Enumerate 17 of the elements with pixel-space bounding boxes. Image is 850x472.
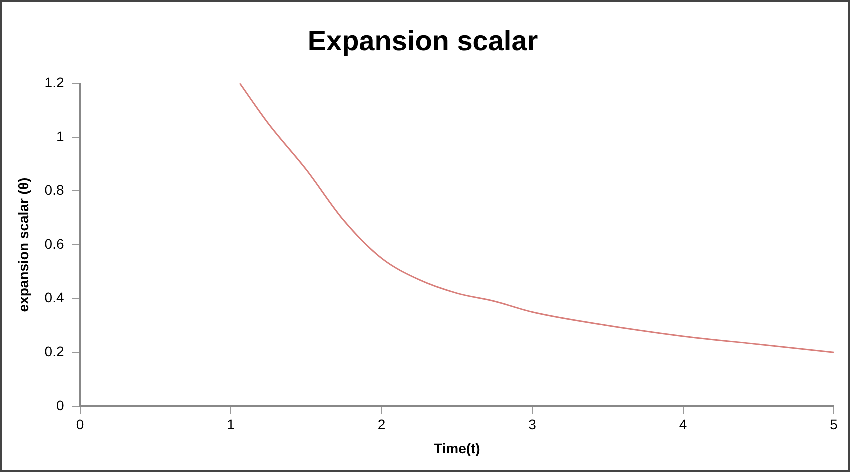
- y-tick-label: 1.2: [44, 74, 64, 90]
- y-tick-label: 0: [56, 397, 64, 414]
- chart-title: Expansion scalar: [308, 26, 538, 57]
- y-tick-label: 0.8: [44, 182, 64, 198]
- x-tick-label: 3: [528, 416, 537, 433]
- y-tick-label: 0.2: [44, 343, 64, 360]
- x-tick-label: 1: [227, 416, 236, 433]
- y-axis-title: expansion scalar (θ): [15, 178, 32, 312]
- y-tick-label: 0.6: [44, 236, 64, 252]
- y-tick-label: 0.4: [44, 290, 64, 306]
- x-tick-label: 0: [76, 416, 84, 433]
- x-tick-label: 5: [830, 416, 838, 433]
- x-tick-label: 4: [679, 416, 688, 433]
- line-series: [239, 84, 834, 354]
- y-tick-label: 1: [56, 128, 64, 144]
- x-axis-title: Time(t): [434, 440, 480, 456]
- x-tick-label: 2: [378, 416, 386, 433]
